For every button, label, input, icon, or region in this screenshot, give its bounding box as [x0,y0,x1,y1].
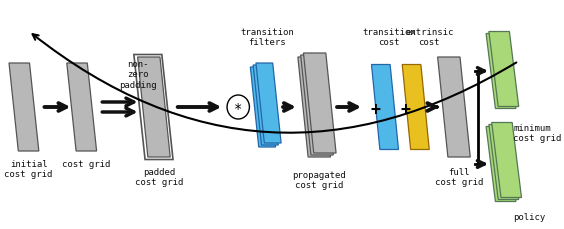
Polygon shape [67,64,96,151]
Polygon shape [9,64,39,151]
Polygon shape [250,68,275,147]
Text: +: + [401,101,411,118]
Text: propagated
cost grid: propagated cost grid [292,170,346,190]
Text: padded
cost grid: padded cost grid [135,167,183,187]
Text: policy: policy [513,212,545,221]
Text: cost grid: cost grid [62,159,111,168]
Text: transition
cost: transition cost [362,28,416,47]
Polygon shape [438,58,470,157]
Polygon shape [138,58,170,157]
Polygon shape [489,125,519,200]
Text: initial
cost grid: initial cost grid [5,159,53,179]
Polygon shape [402,65,429,150]
Text: non-
zero
padding: non- zero padding [119,60,156,89]
Text: transition
filters: transition filters [240,28,294,47]
Circle shape [227,95,249,120]
Text: full
cost grid: full cost grid [435,167,483,187]
Polygon shape [134,55,173,160]
Polygon shape [303,54,336,153]
Text: minimum
cost grid: minimum cost grid [513,123,562,143]
FancyArrowPatch shape [33,35,516,133]
Text: extrinsic
cost: extrinsic cost [405,28,453,47]
Text: +: + [370,101,380,118]
Polygon shape [486,127,516,202]
Polygon shape [486,34,516,109]
Polygon shape [253,66,278,145]
Polygon shape [372,65,399,150]
Text: *: * [234,101,243,115]
Polygon shape [492,123,522,198]
Polygon shape [301,56,333,155]
Polygon shape [256,64,281,143]
Polygon shape [298,58,331,157]
Polygon shape [489,32,519,107]
